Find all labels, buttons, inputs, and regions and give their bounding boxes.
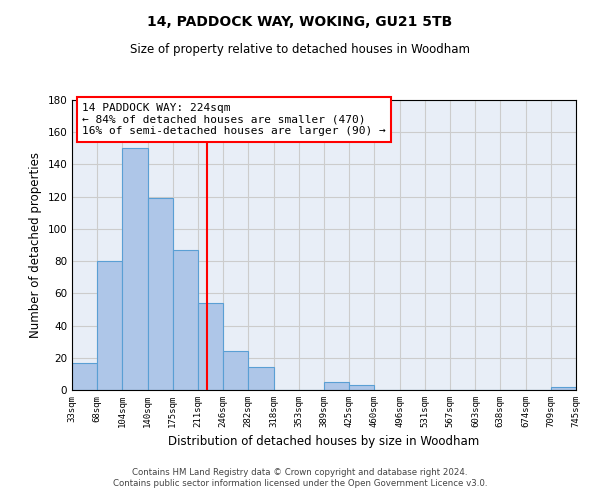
Bar [349,385,374,390]
Bar [122,148,148,390]
Bar [324,382,349,390]
Bar [72,362,97,390]
Text: Contains HM Land Registry data © Crown copyright and database right 2024.
Contai: Contains HM Land Registry data © Crown c… [113,468,487,487]
Bar [148,198,173,390]
Bar [551,387,576,390]
X-axis label: Distribution of detached houses by size in Woodham: Distribution of detached houses by size … [169,436,479,448]
Text: 14 PADDOCK WAY: 224sqm
← 84% of detached houses are smaller (470)
16% of semi-de: 14 PADDOCK WAY: 224sqm ← 84% of detached… [82,103,386,136]
Text: Size of property relative to detached houses in Woodham: Size of property relative to detached ho… [130,42,470,56]
Bar [97,261,122,390]
Bar [248,368,274,390]
Bar [173,250,198,390]
Text: 14, PADDOCK WAY, WOKING, GU21 5TB: 14, PADDOCK WAY, WOKING, GU21 5TB [148,15,452,29]
Bar [223,352,248,390]
Y-axis label: Number of detached properties: Number of detached properties [29,152,42,338]
Bar [198,303,223,390]
